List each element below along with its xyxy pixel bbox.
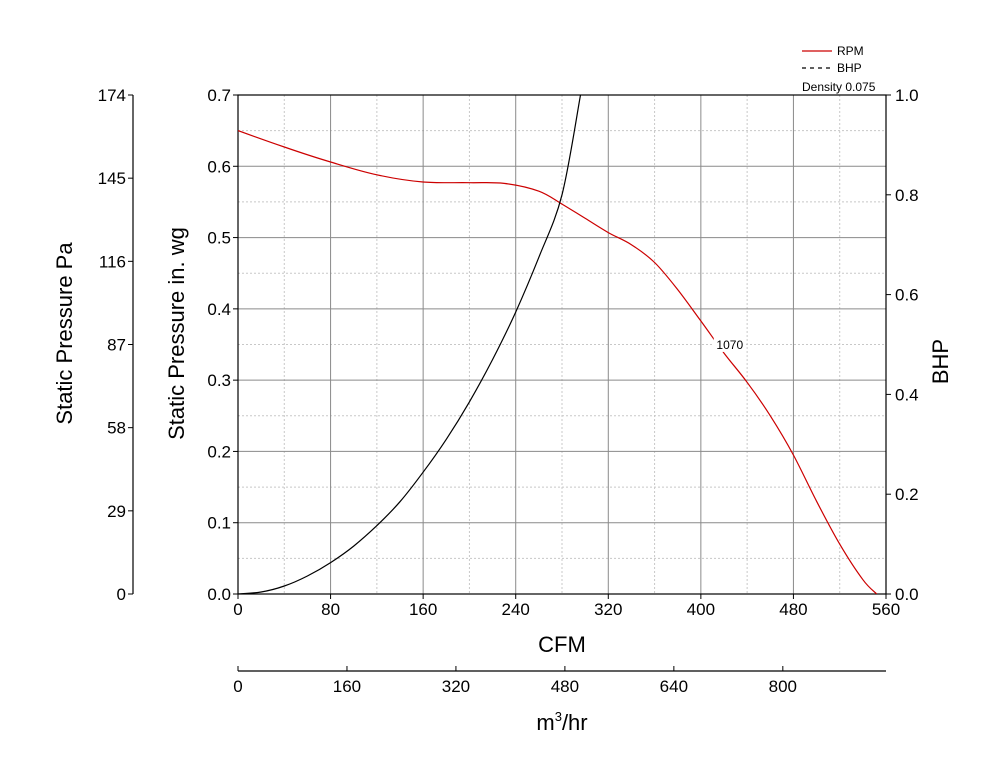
y2-tick-label: 0.0: [895, 585, 919, 604]
x-tick-label: 160: [409, 600, 437, 619]
x2-axis-title-sup: 3: [555, 709, 562, 724]
plot-frame: [237, 94, 887, 595]
legend-label-bhp: BHP: [837, 61, 862, 75]
y-tick-label: 0.7: [207, 86, 231, 105]
x2-tick-label: 640: [660, 677, 688, 696]
x-tick-label: 400: [687, 600, 715, 619]
grid: [238, 95, 886, 594]
x2-axis-title-base: m: [536, 710, 554, 735]
y-tick-label: 0.4: [207, 300, 231, 319]
y2-axis-title: BHP: [928, 339, 953, 384]
x2-axis-title: m3/hr: [536, 709, 587, 735]
legend: RPM BHP Density 0.075: [802, 44, 876, 94]
pa-tick-label: 116: [99, 252, 126, 271]
curve-label-rpm: 1070: [716, 338, 743, 352]
legend-label-rpm: RPM: [837, 44, 864, 58]
x2-tick-label: 480: [551, 677, 579, 696]
x2-tick-label: 0: [233, 677, 242, 696]
pa-tick-label: 174: [98, 86, 126, 105]
legend-density-note: Density 0.075: [802, 80, 876, 94]
x2-axis-title-tail: /hr: [562, 710, 588, 735]
y-tick-label: 0.2: [207, 442, 231, 461]
x2-tick-label: 160: [333, 677, 361, 696]
x-axis-title: CFM: [538, 632, 586, 657]
x-tick-label: 80: [321, 600, 340, 619]
pa-tick-label: 0: [117, 585, 126, 604]
pa-tick-label: 145: [98, 169, 126, 188]
series-line-bhp: [238, 95, 582, 594]
y-axis-title: Static Pressure in. wg: [164, 227, 189, 440]
y2-tick-label: 0.6: [895, 286, 919, 305]
series: 1070: [238, 95, 878, 594]
y-tick-label: 0.5: [207, 229, 231, 248]
y-tick-label: 0.0: [207, 585, 231, 604]
pa-tick-label: 58: [107, 419, 126, 438]
y2-tick-label: 0.4: [895, 385, 919, 404]
pa-tick-label: 29: [107, 502, 126, 521]
axes: 0.0 0.1 0.2 0.3 0.4 0.5 0.6 0.7 0.0 0.2 0.4 0.6 0.8 1…: [52, 86, 953, 735]
pa-axis-title: Static Pressure Pa: [52, 242, 77, 425]
y-tick-label: 0.3: [207, 371, 231, 390]
x-tick-label: 240: [502, 600, 530, 619]
y-tick-label: 0.1: [207, 514, 231, 533]
series-line-rpm: [238, 130, 878, 594]
curve-label-bg: [713, 336, 746, 352]
x-tick-label: 560: [872, 600, 900, 619]
x-tick-label: 0: [233, 600, 242, 619]
x2-tick-label: 320: [442, 677, 470, 696]
y2-tick-label: 0.2: [895, 485, 919, 504]
y2-tick-label: 0.8: [895, 186, 919, 205]
x2-tick-label: 800: [769, 677, 797, 696]
y-tick-label: 0.6: [207, 157, 231, 176]
x-tick-label: 320: [594, 600, 622, 619]
x-tick-label: 480: [779, 600, 807, 619]
y2-tick-label: 1.0: [895, 86, 919, 105]
pa-tick-label: 87: [107, 336, 126, 355]
